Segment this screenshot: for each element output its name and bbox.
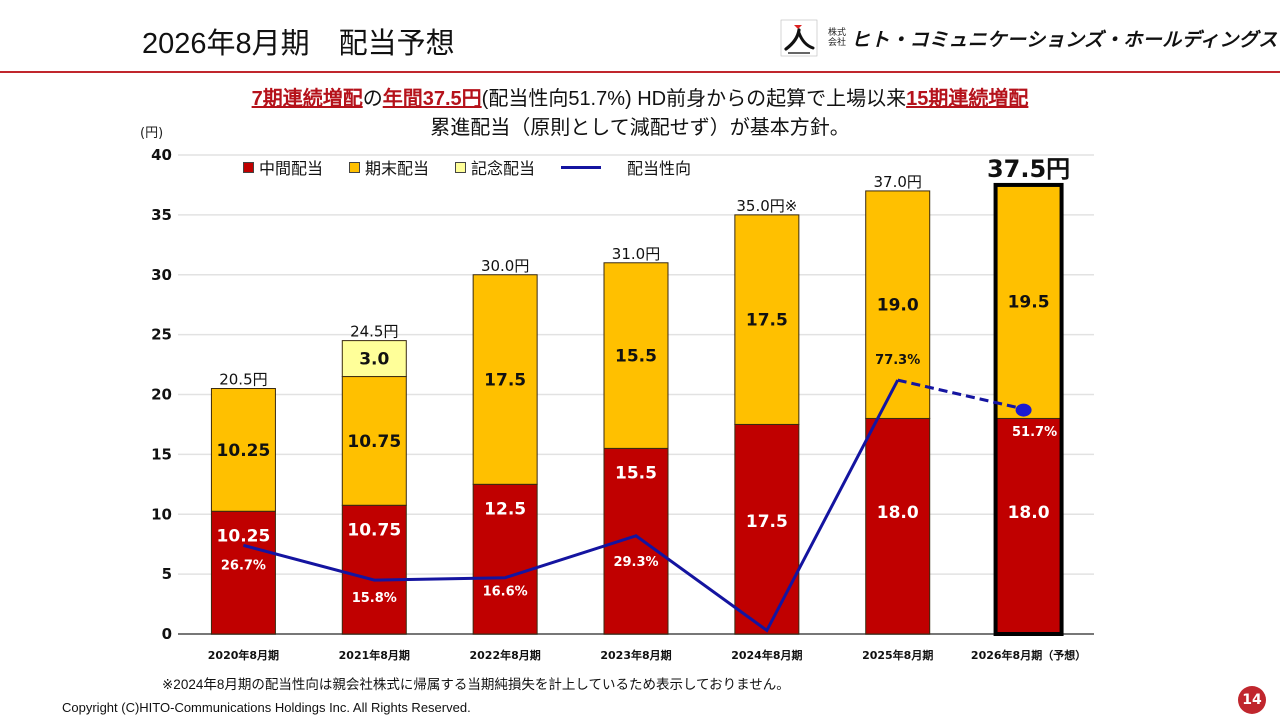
page-number-badge: 14 (1238, 686, 1266, 714)
bar-interim (734, 423, 800, 635)
x-tick-label: 2021年8月期 (339, 648, 410, 662)
bar-interim (210, 510, 276, 635)
bar-year-end (734, 214, 800, 425)
y-tick-label: 40 (151, 146, 172, 164)
y-tick-label: 0 (162, 625, 172, 643)
bar-value-label: 15.5 (615, 347, 657, 367)
bar-year-end (341, 376, 407, 506)
forecast-highlight-frame (993, 182, 1064, 636)
bar-value-label: 15.5 (615, 463, 657, 483)
payout-ratio-label: 15.8% (352, 591, 397, 606)
bar-value-label: 19.0 (877, 296, 919, 316)
payout-ratio-line (243, 379, 900, 633)
y-tick-label: 25 (151, 326, 172, 344)
payout-ratio-label: 77.3% (875, 353, 920, 368)
bar-value-label: 18.0 (877, 503, 919, 523)
bar-total-label: 30.0円 (481, 257, 529, 275)
bar-year-end (603, 262, 669, 449)
legend-swatch-year-end (349, 161, 361, 173)
bar-interim (996, 417, 1062, 635)
bar-year-end (210, 388, 276, 512)
bar-commemorative (341, 340, 407, 378)
copyright: Copyright (C)HITO-Communications Holding… (62, 700, 471, 715)
logo-kabushiki: 株式 会社 (828, 28, 847, 48)
legend-item-year-end: 期末配当 (349, 155, 429, 179)
headline-highlight-annual: 年間37.5円 (382, 88, 482, 110)
x-tick-label: 2023年8月期 (600, 648, 671, 662)
y-axis-unit-label: (円) (140, 126, 163, 141)
bar-total-label: 20.5円 (219, 371, 267, 389)
bar-value-label: 19.5 (1008, 293, 1050, 313)
bar-value-label: 17.5 (746, 311, 788, 331)
x-tick-label: 2025年8月期 (862, 648, 933, 662)
payout-ratio-forecast-dashed-line (897, 378, 1029, 412)
footnote: ※2024年8月期の配当性向は親会社株式に帰属する当期純損失を計上しているため表… (162, 677, 790, 692)
bar-value-label: 10.75 (347, 520, 401, 540)
payout-ratio-label: 51.7% (1012, 425, 1057, 440)
legend-swatch-interim (243, 161, 254, 173)
payout-ratio-label: 29.3% (613, 555, 658, 570)
headline-highlight-15-periods: 15期連続増配 (906, 88, 1029, 110)
bar-value-label: 17.5 (484, 371, 526, 391)
bar-value-label: 17.5 (746, 512, 788, 532)
legend-item-commemorative: 記念配当 (455, 155, 535, 179)
bar-value-label: 10.25 (217, 526, 271, 546)
headline-line2: 累進配当（原則として減配せず）が基本方針。 (430, 117, 850, 139)
bar-year-end (472, 274, 538, 485)
bar-value-label: 3.0 (359, 350, 389, 370)
bar-interim (865, 417, 931, 635)
x-tick-label: 2022年8月期 (470, 648, 541, 662)
headline-line1: 7期連続増配の年間37.5円(配当性向51.7%) HD前身からの起算で上場以来… (251, 88, 1029, 110)
y-tick-label: 15 (151, 445, 172, 463)
bar-value-label: 10.25 (217, 441, 271, 461)
bar-total-label: 24.5円 (350, 323, 398, 341)
bar-total-label: 37.0円 (874, 173, 922, 191)
x-tick-label: 2024年8月期 (731, 648, 802, 662)
payout-ratio-label: 26.7% (221, 558, 266, 573)
x-tick-label: 2020年8月期 (208, 648, 279, 662)
legend-line-payout (561, 165, 602, 169)
headline-highlight-consecutive: 7期連続増配 (251, 88, 363, 110)
header-divider (0, 71, 1280, 73)
bar-value-label: 18.0 (1008, 503, 1050, 523)
payout-ratio-forecast-point (1015, 403, 1032, 417)
page-title: 2026年8月期 配当予想 (142, 28, 455, 60)
company-logo: 株式 会社 ヒト・コミュニケーションズ・ホールディングス (780, 18, 1278, 58)
chart-legend: 中間配当 期末配当 記念配当 配当性向 (243, 155, 717, 179)
y-tick-label: 10 (151, 505, 172, 523)
legend-item-payout: 配当性向 (561, 155, 691, 179)
bar-total-label: 35.0円※ (736, 197, 797, 215)
bar-interim (472, 483, 538, 635)
bar-total-label: 31.0円 (612, 245, 660, 263)
payout-ratio-label: 16.6% (483, 585, 528, 600)
bar-value-label: 12.5 (484, 499, 526, 519)
y-tick-label: 30 (151, 266, 172, 284)
forecast-total-label: 37.5円 (987, 155, 1070, 183)
company-name: ヒト・コミュニケーションズ・ホールディングス (851, 28, 1278, 51)
y-tick-label: 5 (162, 565, 172, 583)
logo-mark-icon (780, 19, 818, 57)
y-tick-label: 20 (151, 386, 172, 404)
legend-swatch-commemorative (455, 161, 467, 173)
x-tick-label: 2026年8月期（予想） (971, 648, 1086, 662)
y-tick-label: 35 (151, 206, 172, 224)
legend-item-interim: 中間配当 (243, 155, 323, 179)
bar-value-label: 10.75 (347, 432, 401, 452)
